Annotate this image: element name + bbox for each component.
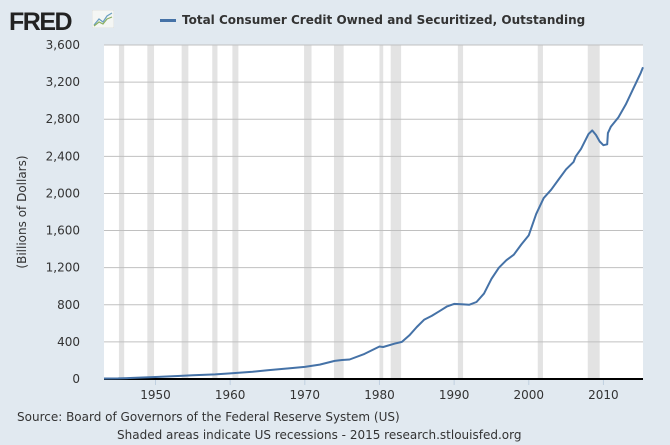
fred-logo[interactable]: FRED <box>9 8 73 36</box>
y-tick-label: 2,000 <box>46 186 80 200</box>
legend-label: Total Consumer Credit Owned and Securiti… <box>182 13 586 27</box>
x-tick-label: 2010 <box>588 388 619 402</box>
recession-band <box>587 45 600 379</box>
recession-band <box>304 45 312 379</box>
y-axis-label: (Billions of Dollars) <box>15 155 29 268</box>
x-tick-label: 2000 <box>514 388 545 402</box>
series-line <box>103 66 644 380</box>
y-tick-label: 2,400 <box>46 149 80 163</box>
x-tick-label: 1980 <box>364 388 395 402</box>
y-tick-label: 3,200 <box>46 75 80 89</box>
recession-band <box>147 45 155 379</box>
x-tick-label: 1990 <box>439 388 470 402</box>
y-tick-label: 400 <box>57 335 80 349</box>
recession-note: Shaded areas indicate US recessions - 20… <box>117 428 522 442</box>
recession-band <box>333 45 344 379</box>
recession-band <box>537 45 543 379</box>
source-text: Source: Board of Governors of the Federa… <box>17 410 400 424</box>
x-tick-label: 1950 <box>140 388 171 402</box>
recession-band <box>181 45 189 379</box>
recession-band <box>232 45 239 379</box>
y-tick-label: 0 <box>72 372 80 386</box>
x-tick-label: 1960 <box>215 388 246 402</box>
legend-swatch <box>160 18 176 22</box>
chart-legend: Total Consumer Credit Owned and Securiti… <box>160 13 585 27</box>
recession-band <box>390 45 402 379</box>
recession-band <box>379 45 384 379</box>
recession-band <box>212 45 218 379</box>
y-tick-label: 1,600 <box>46 224 80 238</box>
y-tick-label: 800 <box>57 298 80 312</box>
plot-area <box>104 45 643 379</box>
y-tick-label: 1,200 <box>46 261 80 275</box>
recession-band <box>118 45 125 379</box>
line-chart-icon <box>92 10 114 28</box>
y-tick-label: 3,600 <box>46 38 80 52</box>
y-tick-label: 2,800 <box>46 112 80 126</box>
x-tick-label: 1970 <box>290 388 321 402</box>
recession-band <box>457 45 464 379</box>
